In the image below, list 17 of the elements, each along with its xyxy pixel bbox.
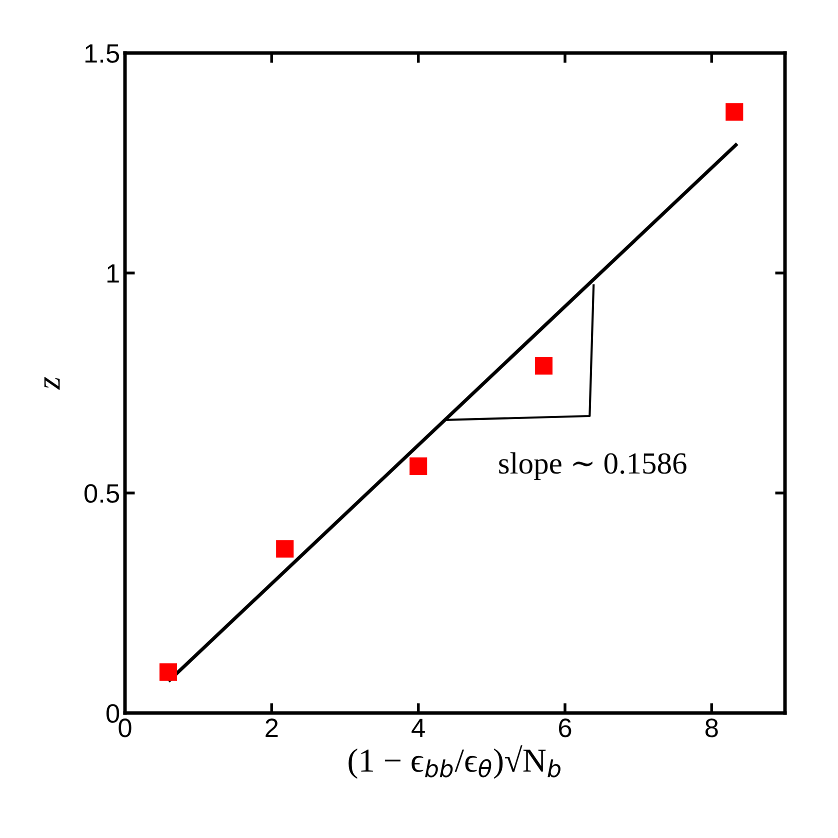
point xyxy=(410,457,428,475)
point xyxy=(534,357,553,375)
y-tick-label: 0 xyxy=(106,704,120,723)
y-tick-label: 1 xyxy=(107,264,119,283)
point xyxy=(159,663,178,681)
x-tick-label: 2 xyxy=(266,718,278,737)
x-tick-label: 6 xyxy=(559,718,572,738)
annotation: slope ∼ 0.1586 xyxy=(499,452,686,480)
y-axis-title: z xyxy=(44,376,60,390)
y-tick-label: 0.5 xyxy=(84,484,120,503)
x-axis-title: (1 − ϵ$_{bb}$/ϵ$_{θ}$)√N$_{b}$ xyxy=(348,745,560,779)
point xyxy=(726,103,744,121)
x-tick-label: 4 xyxy=(412,718,425,737)
point xyxy=(276,540,294,558)
x-tick-label: 8 xyxy=(705,718,718,738)
y-tick-label: 1.5 xyxy=(85,44,120,63)
x-tick-label: 0 xyxy=(118,718,132,738)
